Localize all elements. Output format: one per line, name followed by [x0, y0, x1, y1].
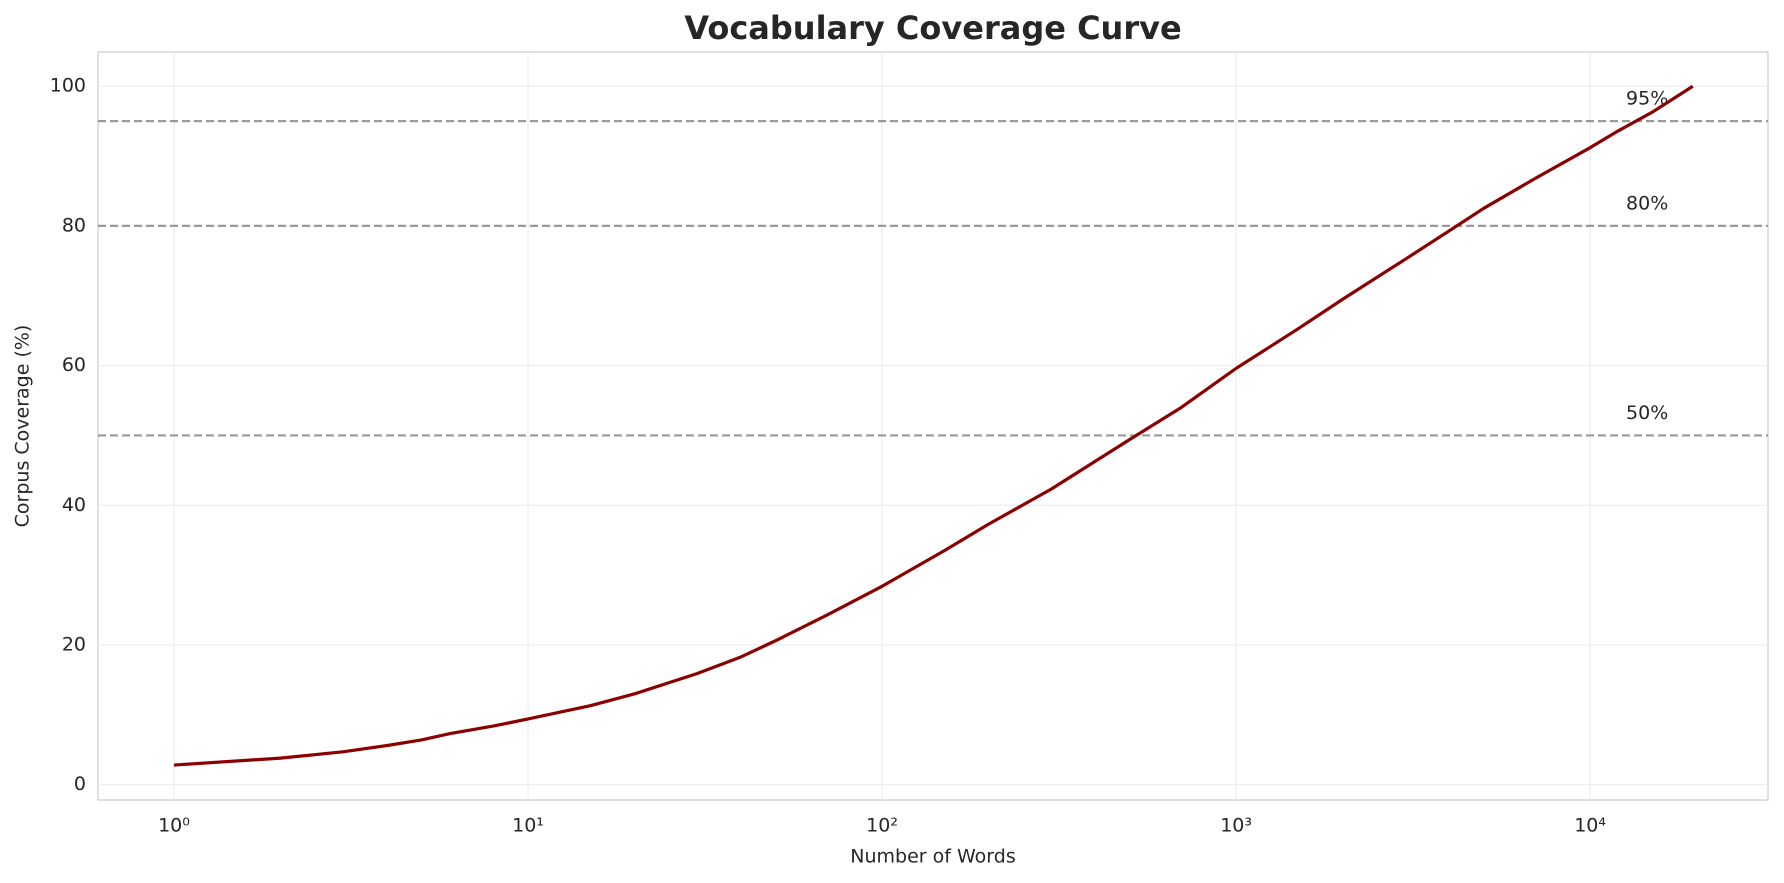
- y-tick-label: 40: [62, 494, 86, 516]
- y-axis-label: Corpus Coverage (%): [12, 325, 34, 528]
- x-tick-label: 10³: [1220, 815, 1252, 837]
- y-tick-label: 100: [50, 75, 86, 97]
- reference-label: 50%: [1626, 402, 1668, 424]
- x-tick-label: 10⁰: [158, 815, 190, 837]
- y-tick-label: 80: [62, 214, 86, 236]
- y-tick-label: 60: [62, 354, 86, 376]
- y-tick-label: 0: [74, 773, 86, 795]
- reference-label: 80%: [1626, 192, 1668, 214]
- x-tick-label: 10²: [866, 815, 898, 837]
- x-tick-label: 10⁴: [1574, 815, 1606, 837]
- reference-label: 95%: [1626, 88, 1668, 110]
- x-axis-label: Number of Words: [850, 846, 1015, 868]
- data-line: [173, 84, 1694, 767]
- x-tick-label: 10¹: [512, 815, 544, 837]
- y-tick-label: 20: [62, 633, 86, 655]
- plot-frame: [97, 51, 1769, 801]
- chart-title: Vocabulary Coverage Curve: [684, 9, 1181, 47]
